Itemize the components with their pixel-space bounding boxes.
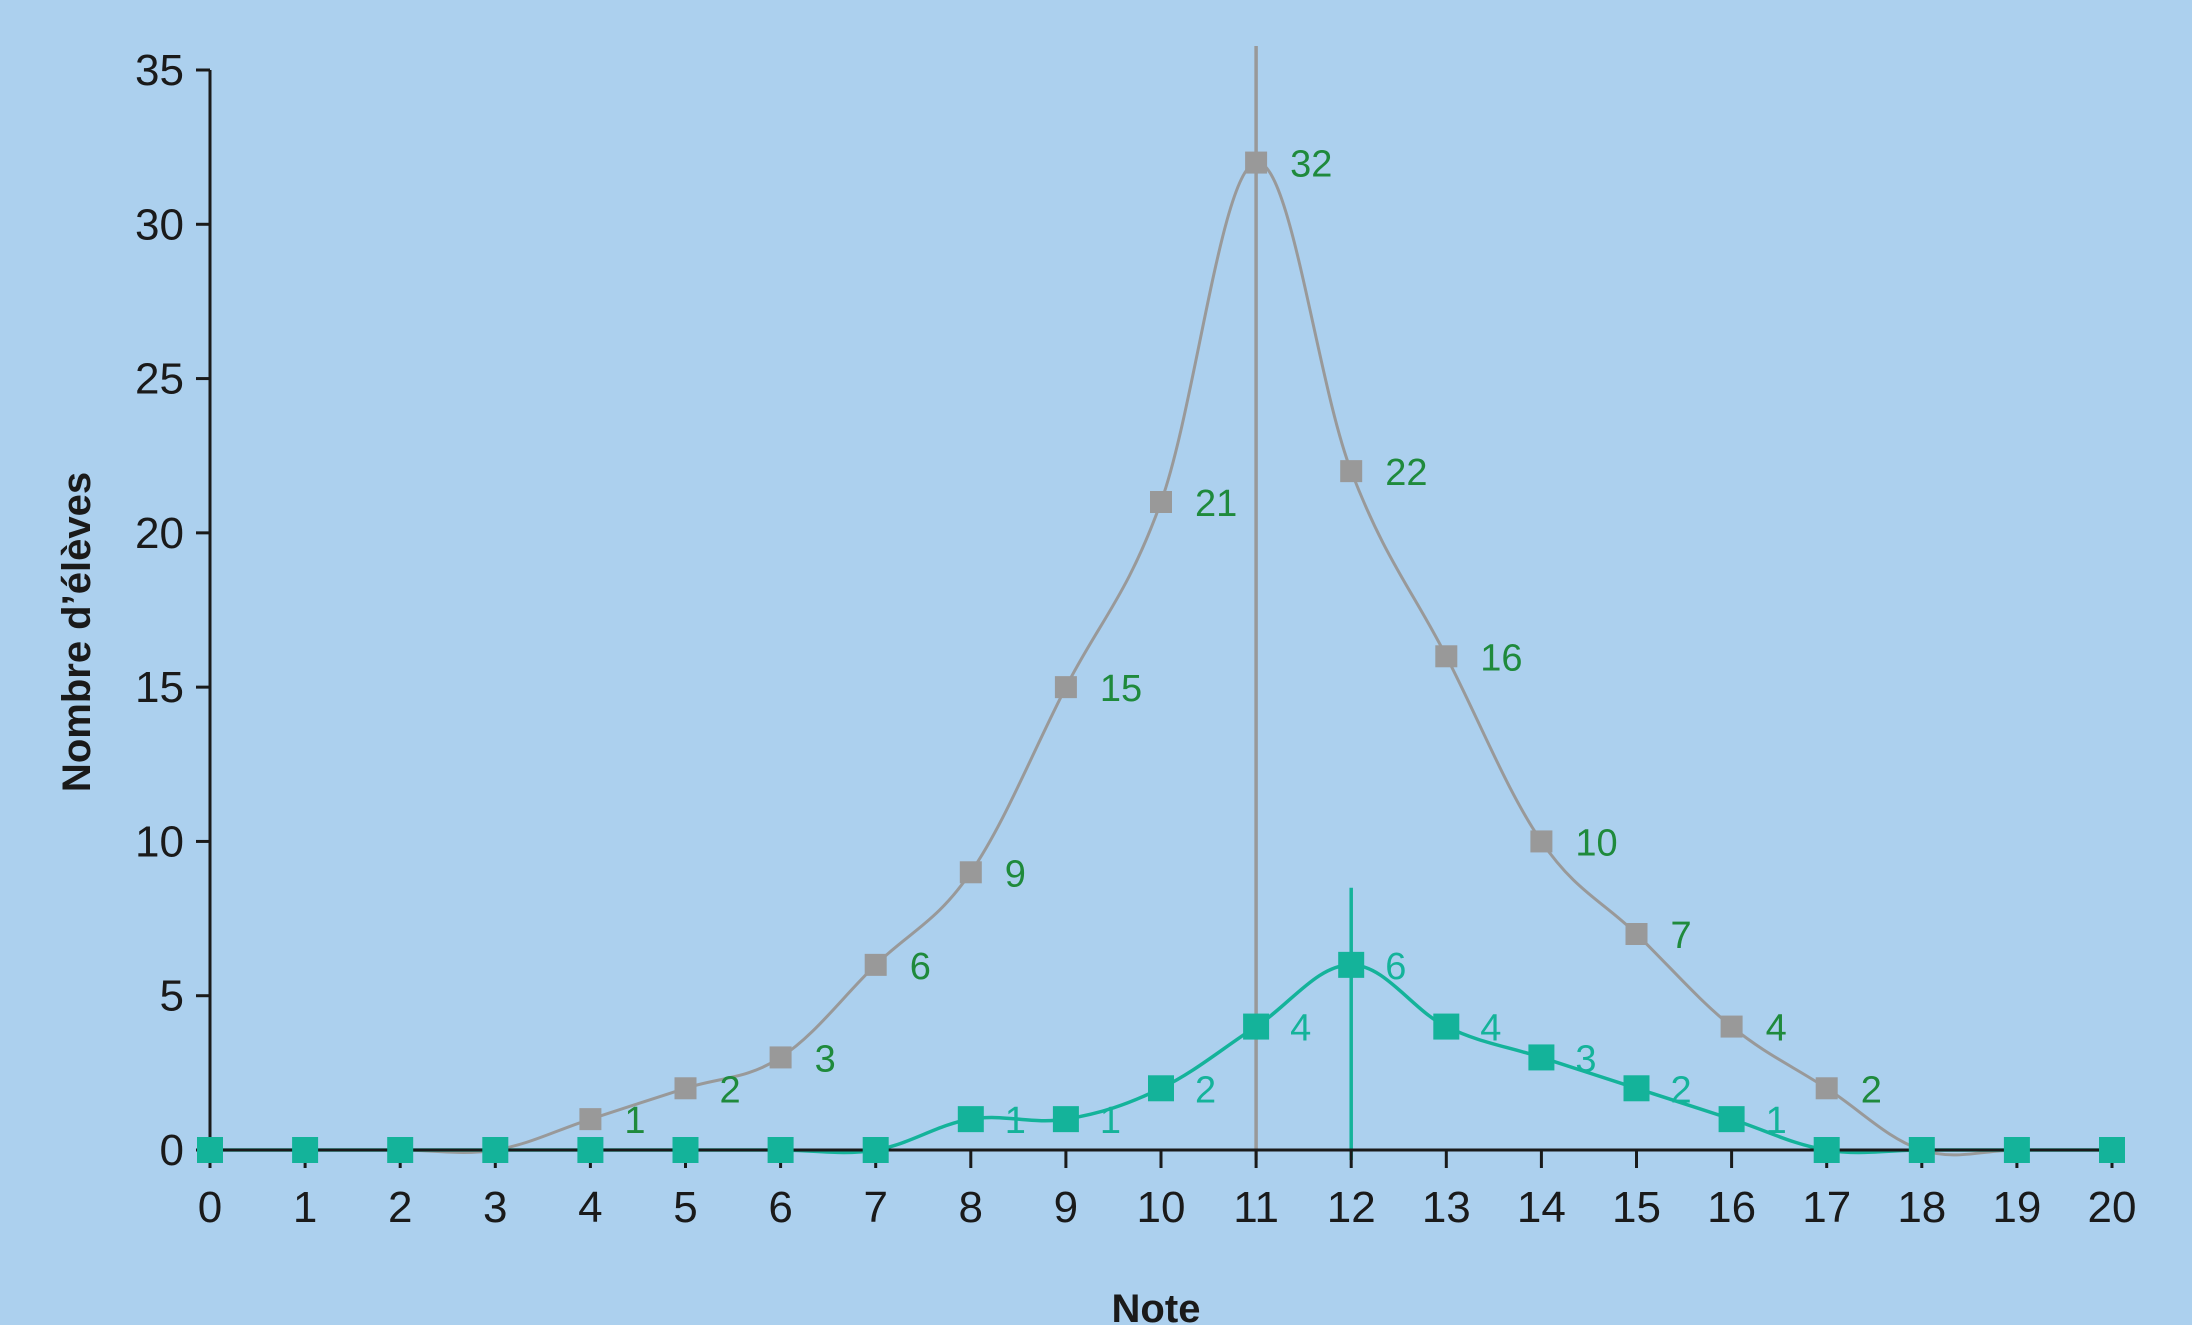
- data-label: 4: [1290, 1008, 1311, 1050]
- data-point: [1054, 676, 1077, 699]
- data-point: [579, 1108, 602, 1131]
- data-point: [387, 1137, 414, 1163]
- data-label: 10: [1575, 822, 1617, 864]
- data-label: 22: [1385, 452, 1427, 494]
- x-tick-label: 11: [1233, 1183, 1279, 1232]
- x-tick-label: 16: [1707, 1183, 1756, 1232]
- data-point: [1625, 923, 1648, 945]
- data-point: [767, 1137, 794, 1163]
- data-point: [862, 1137, 889, 1163]
- data-point: [1340, 460, 1363, 483]
- data-label: 21: [1195, 483, 1237, 525]
- y-tick-label: 5: [160, 972, 184, 1021]
- series-line: [210, 161, 2112, 1157]
- reference-lines: [1254, 46, 1353, 1160]
- data-point: [482, 1137, 509, 1163]
- data-point: [1623, 1075, 1650, 1102]
- x-tick-label: 12: [1327, 1183, 1376, 1232]
- axes: [208, 70, 2112, 1152]
- data-point: [1148, 1075, 1174, 1102]
- data-label: 6: [1385, 946, 1406, 988]
- data-point: [1908, 1137, 1935, 1163]
- data-point: [292, 1137, 319, 1163]
- data-point: [1813, 1137, 1840, 1163]
- data-label: 1: [1100, 1100, 1121, 1142]
- y-tick-label: 25: [135, 355, 184, 404]
- x-tick-label: 15: [1612, 1183, 1661, 1232]
- data-point: [957, 1106, 984, 1133]
- data-label: 4: [1480, 1008, 1501, 1050]
- x-tick-label: 6: [768, 1183, 792, 1232]
- data-label: 32: [1290, 144, 1332, 186]
- x-tick-label: 14: [1517, 1183, 1566, 1232]
- y-tick-label: 35: [135, 46, 184, 95]
- y-tick-label: 20: [135, 509, 184, 558]
- y-tick-label: 0: [160, 1126, 184, 1175]
- x-tick-label: 7: [863, 1183, 887, 1232]
- y-ticks: 0 5 10 15 20 25 30 35: [135, 46, 210, 1175]
- x-tick-label: 9: [1054, 1183, 1078, 1232]
- x-tick-label: 4: [578, 1183, 602, 1232]
- x-ticks: 0 1 2 3 4 5 6 7 8 9 10 11 12 13 14 15 16 17 18 19 20: [198, 1150, 2137, 1232]
- data-point: [959, 861, 982, 884]
- data-label: 6: [910, 946, 931, 988]
- data-label: 2: [1671, 1069, 1692, 1111]
- data-point: [1528, 1044, 1555, 1071]
- data-label: 7: [1671, 915, 1692, 957]
- data-label: 3: [815, 1038, 836, 1080]
- x-tick-label: 0: [198, 1183, 222, 1232]
- y-tick-label: 30: [135, 200, 184, 249]
- y-tick-label: 10: [135, 817, 184, 866]
- data-label: 15: [1100, 668, 1142, 710]
- data-label: 1: [1005, 1100, 1026, 1142]
- y-tick-label: 15: [135, 663, 184, 712]
- data-point: [197, 1137, 223, 1163]
- data-label: 16: [1480, 637, 1522, 679]
- data-label: 1: [1766, 1100, 1787, 1142]
- data-point: [1720, 1015, 1743, 1038]
- data-point: [674, 1077, 697, 1100]
- data-point: [769, 1046, 792, 1069]
- data-label: 2: [1861, 1069, 1882, 1111]
- x-tick-label: 8: [959, 1183, 983, 1232]
- data-point: [1052, 1106, 1079, 1133]
- data-point: [1245, 151, 1268, 174]
- data-point: [672, 1137, 699, 1163]
- data-label: 9: [1005, 853, 1026, 895]
- data-label: 3: [1575, 1038, 1596, 1080]
- x-tick-label: 19: [1992, 1183, 2041, 1232]
- data-point: [1718, 1106, 1745, 1133]
- series-lines: [210, 161, 2112, 1157]
- data-point: [577, 1137, 604, 1163]
- x-tick-label: 10: [1137, 1183, 1186, 1232]
- data-point: [1243, 1013, 1270, 1040]
- series-line: [210, 963, 2112, 1155]
- data-point: [1150, 491, 1172, 513]
- x-tick-label: 20: [2088, 1183, 2137, 1232]
- data-point: [2003, 1137, 2030, 1163]
- x-tick-label: 2: [388, 1183, 412, 1232]
- data-point: [1435, 645, 1458, 668]
- data-label: 4: [1766, 1008, 1787, 1050]
- data-point: [1433, 1013, 1460, 1040]
- x-tick-label: 5: [673, 1183, 697, 1232]
- data-point: [1338, 951, 1365, 978]
- data-point: [864, 953, 887, 976]
- data-point: [2099, 1137, 2125, 1163]
- series-markers: [197, 151, 2125, 1163]
- y-axis-title: Nombre d’élèves: [55, 472, 99, 792]
- data-label: 2: [1195, 1069, 1216, 1111]
- x-tick-label: 3: [483, 1183, 507, 1232]
- x-axis-title: Note: [1112, 1287, 1201, 1325]
- x-tick-label: 1: [293, 1183, 317, 1232]
- data-label: 1: [624, 1100, 645, 1142]
- x-tick-label: 17: [1802, 1183, 1851, 1232]
- data-label: 2: [720, 1069, 741, 1111]
- data-point: [1530, 830, 1553, 853]
- data-point: [1815, 1077, 1838, 1100]
- x-tick-label: 13: [1422, 1183, 1471, 1232]
- x-tick-label: 18: [1897, 1183, 1946, 1232]
